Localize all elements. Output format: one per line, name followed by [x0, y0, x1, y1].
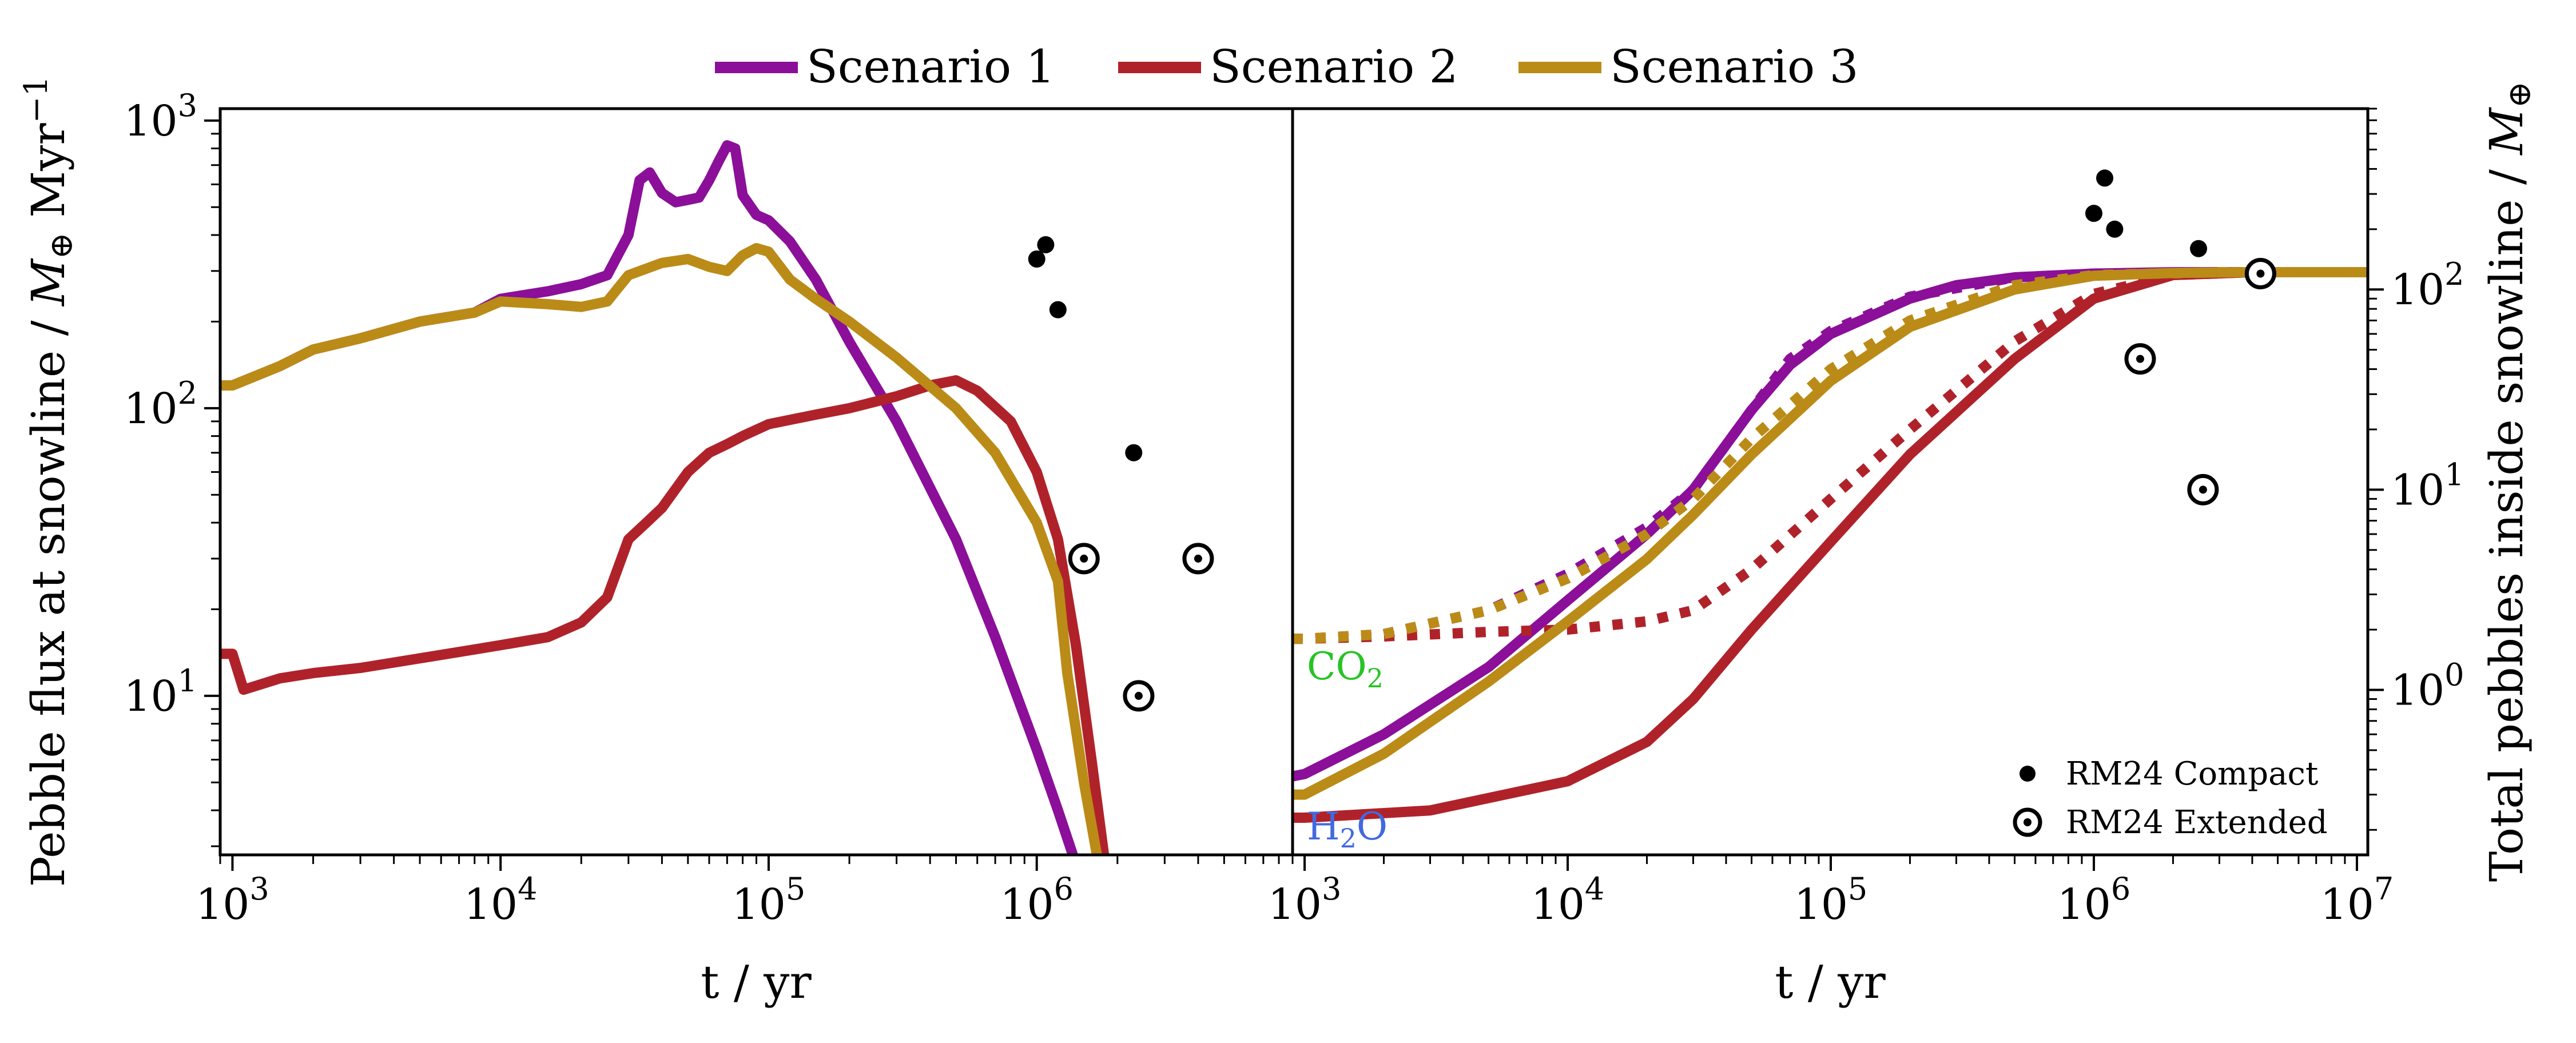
tick-base: 10: [464, 880, 518, 929]
left-compact-marker: [1049, 301, 1067, 319]
left-x-tick-label: 103: [196, 871, 269, 929]
left-series-scenario-1: [220, 140, 1079, 855]
left-y-tick-label: 102: [124, 375, 197, 433]
left-compact-marker: [1125, 444, 1143, 461]
tick-exponent: 6: [2111, 871, 2130, 907]
left-y-axis-title: Pebble flux at snowline / M⊕ Myr−1: [18, 76, 80, 887]
right-extended-marker: [2187, 473, 2219, 505]
right-compact-marker: [2096, 169, 2114, 187]
tick-exponent: 2: [178, 375, 197, 411]
tick-exponent: 4: [518, 871, 537, 907]
left-y-tick-label: 101: [124, 663, 197, 721]
tick-exponent: 1: [178, 663, 197, 699]
tick-exponent: 3: [249, 871, 269, 907]
right-y-tick-label: 102: [2391, 256, 2464, 315]
left-extended-marker: [1068, 543, 1100, 575]
right-compact-marker: [2190, 240, 2208, 257]
tick-exponent: 1: [2444, 456, 2464, 492]
right-series-scenario-3-h2o: [1293, 267, 2368, 800]
h2o-annotation: H2O: [1307, 805, 1388, 854]
right-series-scenario-2-h2o: [1293, 267, 2368, 823]
right-compact-marker: [2106, 220, 2124, 238]
right-series-scenario-2-co2: [1293, 267, 2368, 644]
left-extended-marker: [1182, 543, 1214, 575]
right-x-tick-label: 107: [2320, 871, 2394, 929]
right-x-tick-label: 105: [1794, 871, 1868, 929]
legend-label-scenario-3: Scenario 3: [1610, 40, 1859, 93]
tick-exponent: 7: [2374, 871, 2394, 907]
tick-base: 10: [2391, 666, 2444, 715]
legend: Scenario 1 Scenario 2 Scenario 3: [715, 40, 1859, 93]
co2-annotation: CO2: [1307, 644, 1384, 694]
left-compact-marker: [1037, 236, 1055, 254]
right-x-axis-title: t / yr: [1775, 956, 1886, 1009]
left-compact-marker: [1028, 250, 1045, 268]
marker-legend-extended-label: RM24 Extended: [2066, 804, 2328, 841]
tick-exponent: 6: [1054, 871, 1074, 907]
legend-label-scenario-1: Scenario 1: [806, 40, 1055, 93]
tick-base: 10: [2057, 880, 2111, 929]
left-extended-marker-dot: [1080, 554, 1088, 563]
tick-base: 10: [1531, 880, 1585, 929]
tick-exponent: 3: [1322, 871, 1341, 907]
left-y-tick-label: 103: [124, 87, 197, 146]
tick-exponent: 5: [1848, 871, 1867, 907]
tick-base: 10: [1000, 880, 1054, 929]
left-plot-frame: [218, 107, 1294, 857]
marker-legend-extended-symbol: [2013, 807, 2042, 837]
tick-base: 10: [1268, 880, 1322, 929]
right-series-scenario-1-co2: [1293, 267, 2368, 644]
tick-base: 10: [1794, 880, 1848, 929]
tick-base: 10: [2391, 265, 2444, 315]
right-y-axis-title: Total pebbles inside snowline / M⊕: [2480, 81, 2538, 882]
marker-legend: RM24 Compact RM24 Extended: [2013, 755, 2328, 841]
left-x-tick-label: 105: [732, 871, 806, 929]
tick-exponent: 4: [1585, 871, 1604, 907]
tick-exponent: 0: [2444, 657, 2464, 693]
legend-label-scenario-2: Scenario 2: [1210, 40, 1458, 93]
tick-base: 10: [732, 880, 786, 929]
left-x-axis-title: t / yr: [701, 956, 812, 1009]
right-extended-marker-dot: [2199, 485, 2207, 494]
tick-base: 10: [124, 672, 177, 721]
tick-base: 10: [124, 97, 177, 146]
tick-base: 10: [124, 384, 177, 433]
right-x-tick-label: 103: [1268, 871, 1342, 929]
marker-legend-compact-symbol: [2020, 766, 2036, 782]
right-extended-marker: [2124, 343, 2156, 375]
tick-exponent: 5: [786, 871, 805, 907]
left-series-scenario-2: [220, 375, 1110, 855]
tick-base: 10: [2391, 465, 2444, 515]
left-extended-marker: [1123, 680, 1155, 712]
right-series-scenario-3-co2: [1293, 267, 2368, 644]
right-x-tick-label: 106: [2057, 871, 2131, 929]
right-compact-marker: [2085, 205, 2102, 222]
left-x-tick-label: 104: [464, 871, 538, 929]
left-series-scenario-3: [220, 243, 1102, 855]
tick-base: 10: [196, 880, 249, 929]
tick-exponent: 2: [2444, 256, 2464, 292]
tick-exponent: 3: [178, 87, 197, 124]
marker-legend-compact-label: RM24 Compact: [2066, 755, 2319, 793]
right-extended-marker-dot: [2256, 269, 2265, 278]
right-x-tick-label: 104: [1531, 871, 1605, 929]
right-plot-frame: [1291, 107, 2370, 857]
right-extended-marker: [2244, 257, 2276, 289]
tick-base: 10: [2320, 880, 2374, 929]
left-extended-marker-dot: [1134, 691, 1143, 700]
marker-legend-extended-dot: [2024, 818, 2032, 826]
right-extended-marker-dot: [2136, 355, 2144, 363]
right-y-tick-label: 101: [2391, 456, 2464, 515]
left-x-tick-label: 106: [1000, 871, 1074, 929]
left-extended-marker-dot: [1194, 554, 1202, 563]
right-y-tick-label: 100: [2391, 657, 2464, 715]
